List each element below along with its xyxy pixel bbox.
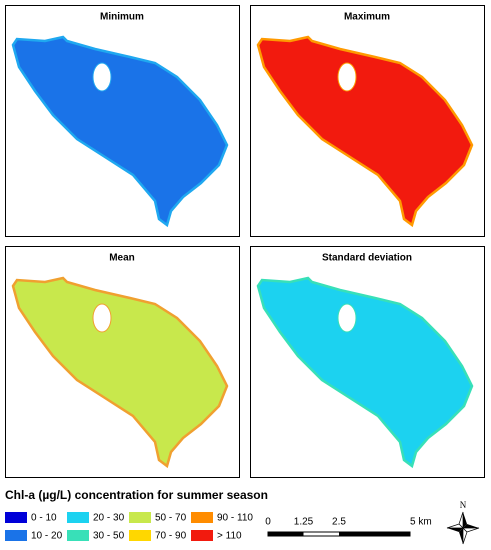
legend-swatch [191,530,213,541]
panel-title: Standard deviation [322,253,412,264]
island [92,62,112,92]
legend-swatch [5,512,27,523]
legend-swatch [67,530,89,541]
island [92,303,112,333]
lake [11,35,229,228]
legend-title: Chl-a (µg/L) concentration for summer se… [5,488,268,502]
scale-label: 2.5 [332,517,346,528]
lake [256,35,474,228]
panel-title: Mean [109,253,135,264]
legend-label: 50 - 70 [155,513,187,524]
scale-label: 0 [265,517,271,528]
legend-label: 30 - 50 [93,531,125,542]
legend-swatch [67,512,89,523]
scale-bar-segment [339,532,410,536]
island [337,62,357,92]
lake [11,276,229,469]
map-panel: Maximum [250,5,485,237]
island [337,303,357,333]
scale-bar-segment [268,532,304,536]
legend-label: 20 - 30 [93,513,125,524]
legend-label: > 110 [217,531,242,542]
map-panel: Standard deviation [250,246,485,478]
scale-label: 1.25 [294,517,314,528]
map-panel: Minimum [5,5,240,237]
scale-label: 5 km [410,517,432,528]
legend-label: 90 - 110 [217,513,253,524]
legend-swatch [191,512,213,523]
panel-title: Minimum [100,12,144,23]
north-label: N [460,500,467,510]
legend-label: 70 - 90 [155,531,187,542]
legend-swatch [5,530,27,541]
legend-label: 10 - 20 [31,531,63,542]
scale-bar [267,531,411,537]
north-arrow: N [446,500,480,545]
panel-title: Maximum [344,12,390,23]
legend-swatch [129,512,151,523]
map-panel: Mean [5,246,240,478]
legend-swatch [129,530,151,541]
legend-label: 0 - 10 [31,513,57,524]
lake [256,276,474,469]
